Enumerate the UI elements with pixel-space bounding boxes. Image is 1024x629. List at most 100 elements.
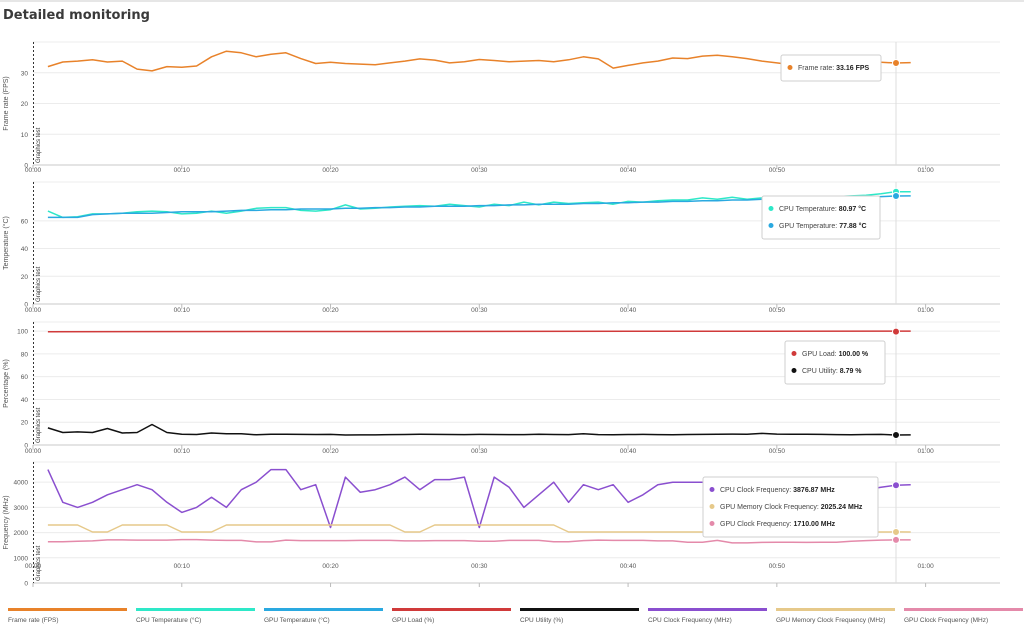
tooltip-label: CPU Clock Frequency: — [720, 487, 793, 494]
x-tick-label: 00:10 — [174, 167, 191, 174]
series-line-gpu-clock-frequency — [47, 538, 911, 544]
tooltip-label: Frame rate: — [798, 65, 836, 72]
y-axis-label: Frequency (MHz) — [3, 495, 10, 549]
x-tick-label: 00:00 — [25, 307, 42, 314]
legend-item-gpu-temperature-c[interactable]: GPU Temperature (°C) — [264, 608, 383, 624]
tooltip-entry: CPU Temperature: 80.97 °C — [779, 205, 866, 213]
y-tick-label: 60 — [21, 374, 29, 381]
legend-label[interactable]: GPU Memory Clock Frequency (MHz) — [776, 617, 885, 624]
legend-item-gpu-load[interactable]: GPU Load (%) — [392, 608, 511, 624]
legend-swatch[interactable] — [776, 608, 895, 611]
tooltip-box — [702, 476, 879, 538]
y-tick-label: 80 — [21, 351, 29, 358]
legend-swatch[interactable] — [392, 608, 511, 611]
legend-item-cpu-utility[interactable]: CPU Utility (%) — [520, 608, 639, 624]
hover-dot-frame-rate — [892, 59, 900, 68]
x-tick-label: 00:40 — [620, 563, 637, 570]
x-tick-label: 00:40 — [620, 448, 637, 455]
tooltip-swatch — [709, 487, 715, 492]
x-tick-label: 00:00 — [25, 448, 42, 455]
y-tick-label: 20 — [21, 101, 29, 108]
legend-swatch[interactable] — [520, 608, 639, 611]
legend-label[interactable]: GPU Temperature (°C) — [264, 616, 330, 624]
tooltip-swatch — [709, 504, 715, 509]
tooltip-value: 80.97 °C — [839, 205, 866, 213]
y-tick-label: 20 — [21, 420, 29, 427]
y-axis-label: Frame rate (FPS) — [3, 76, 10, 130]
y-tick-label: 0 — [24, 163, 28, 170]
tooltip-swatch — [791, 368, 797, 373]
legend: Frame rate (FPS) CPU Temperature (°C) GPU … — [8, 608, 1023, 624]
x-tick-label: 00:30 — [471, 448, 488, 455]
tooltip-frequency-mhz: CPU Clock Frequency: 3876.87 MHz GPU Memo… — [702, 476, 879, 538]
legend-swatch[interactable] — [904, 608, 1023, 611]
hover-dot-gpu-memory-clock-frequency — [892, 527, 900, 536]
tooltip-label: GPU Load: — [802, 351, 839, 358]
tooltip-swatch — [787, 65, 793, 70]
series-line-gpu-load — [47, 330, 911, 333]
hover-dot-gpu-load — [892, 327, 900, 336]
legend-item-cpu-temperature-c[interactable]: CPU Temperature (°C) — [136, 608, 255, 624]
y-tick-label: 1000 — [14, 555, 29, 562]
x-tick-label: 01:00 — [917, 563, 934, 570]
y-tick-label: 40 — [21, 246, 29, 253]
y-tick-label: 4000 — [14, 480, 29, 487]
legend-label[interactable]: CPU Clock Frequency (MHz) — [648, 617, 732, 624]
legend-item-gpu-memory-clock-frequency-mhz[interactable]: GPU Memory Clock Frequency (MHz) — [776, 608, 895, 624]
tooltip-frame-rate-fps: Frame rate: 33.16 FPS — [780, 54, 882, 82]
hover-dot-gpu-clock-frequency — [892, 535, 900, 544]
tooltip-value: 77.88 °C — [839, 222, 866, 230]
x-tick-label: 00:50 — [769, 167, 786, 174]
legend-swatch[interactable] — [648, 608, 767, 611]
y-axis-label: Percentage (%) — [3, 359, 10, 408]
panel-frequency-mhz: 0100020003000400000:0000:1000:2000:3000:… — [3, 461, 1000, 588]
tooltip-label: CPU Temperature: — [779, 206, 839, 213]
test-marker-label: Graphics test — [36, 266, 42, 302]
y-tick-label: 0 — [24, 302, 28, 309]
x-tick-label: 00:30 — [471, 307, 488, 314]
legend-label[interactable]: GPU Clock Frequency (MHz) — [904, 617, 988, 624]
tooltip-label: GPU Clock Frequency: — [720, 521, 794, 528]
x-tick-label: 00:00 — [25, 167, 42, 174]
x-tick-label: 00:20 — [322, 167, 339, 174]
tooltip-value: 1710.00 MHz — [794, 521, 836, 528]
tooltip-value: 2025.24 MHz — [821, 504, 863, 511]
x-tick-label: 00:50 — [769, 448, 786, 455]
tooltip-entry: GPU Temperature: 77.88 °C — [779, 222, 867, 230]
test-marker-label: Graphics test — [36, 407, 42, 443]
y-axis-label: Temperature (°C) — [2, 216, 10, 270]
legend-item-cpu-clock-frequency-mhz[interactable]: CPU Clock Frequency (MHz) — [648, 608, 767, 624]
legend-label[interactable]: CPU Utility (%) — [520, 617, 563, 624]
tooltip-percentage: GPU Load: 100.00 % CPU Utility: 8.79 % — [784, 340, 886, 385]
x-tick-label: 00:50 — [769, 307, 786, 314]
x-tick-label: 00:20 — [322, 563, 339, 570]
legend-label[interactable]: CPU Temperature (°C) — [136, 616, 201, 624]
x-tick-label: 00:10 — [174, 448, 191, 455]
y-tick-label: 100 — [17, 329, 28, 336]
y-tick-label: 20 — [21, 274, 29, 281]
legend-swatch[interactable] — [264, 608, 383, 611]
legend-label[interactable]: GPU Load (%) — [392, 617, 434, 624]
panel-percentage: 0 20 40 60 80 100 00:00 00:10 00:20 00:30 00:40 00:… — [3, 321, 1000, 455]
x-tick-label: 00:50 — [769, 563, 786, 570]
legend-label[interactable]: Frame rate (FPS) — [8, 617, 59, 624]
legend-swatch[interactable] — [8, 608, 127, 611]
y-tick-label: 2000 — [14, 530, 29, 537]
x-tick-label: 01:00 — [917, 448, 934, 455]
y-tick-label: 30 — [21, 70, 29, 77]
tooltip-label: GPU Memory Clock Frequency: — [720, 504, 821, 511]
y-tick-label: 40 — [21, 397, 29, 404]
legend-item-frame-rate-fps[interactable]: Frame rate (FPS) — [8, 608, 127, 624]
x-tick-label: 00:40 — [620, 167, 637, 174]
hover-dot-gpu-temperature — [892, 192, 900, 201]
tooltip-value: 100.00 % — [839, 351, 869, 358]
tooltip-entry: CPU Utility: 8.79 % — [802, 368, 862, 375]
legend-item-gpu-clock-frequency-mhz[interactable]: GPU Clock Frequency (MHz) — [904, 608, 1023, 624]
hover-dot-cpu-clock-frequency — [892, 481, 900, 490]
tooltip-temperature-c: CPU Temperature: 80.97 °C GPU Temperature… — [761, 195, 881, 240]
tooltip-swatch — [768, 206, 774, 211]
legend-swatch[interactable] — [136, 608, 255, 611]
tooltip-entry: Frame rate: 33.16 FPS — [798, 65, 870, 72]
test-marker-label: Graphics test — [36, 545, 42, 581]
